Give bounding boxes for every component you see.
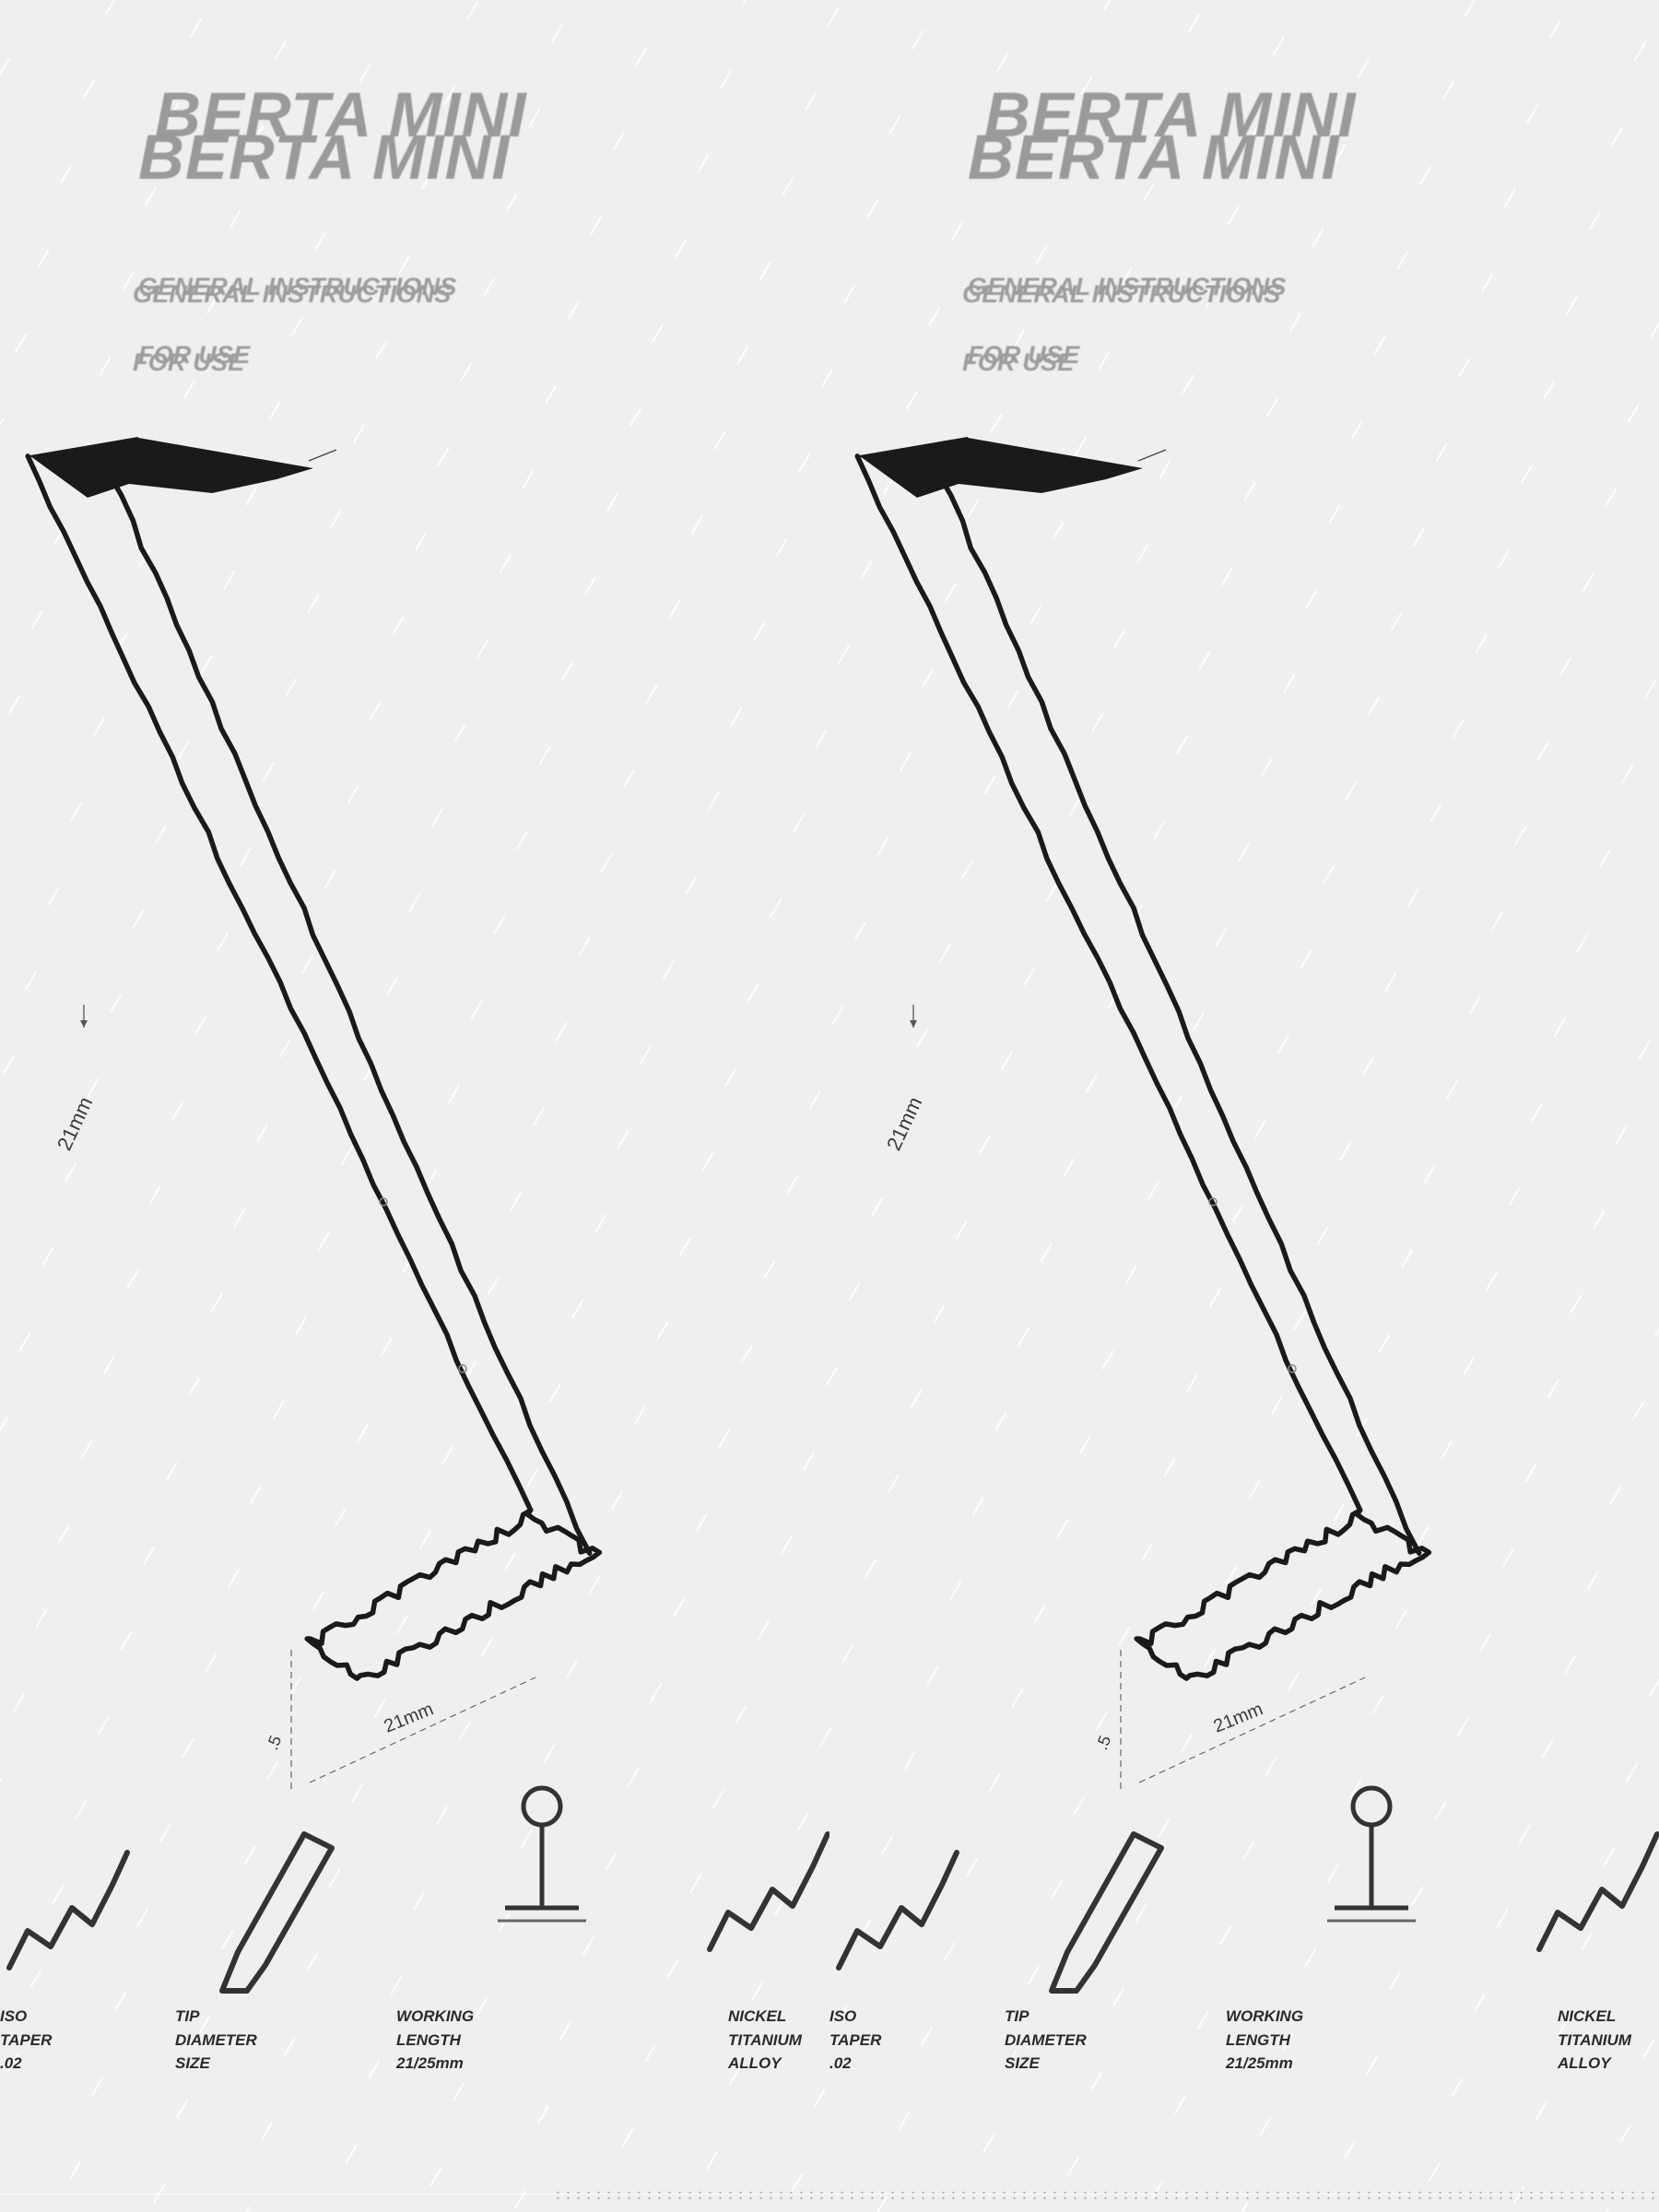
svg-text:21mm: 21mm [882,1093,926,1154]
svg-text:21mm: 21mm [382,1699,437,1736]
svg-text:.5: .5 [1092,1733,1114,1752]
svg-text:.5: .5 [263,1733,285,1752]
svg-text:21mm: 21mm [1211,1699,1266,1736]
svg-text:21mm: 21mm [53,1093,97,1154]
